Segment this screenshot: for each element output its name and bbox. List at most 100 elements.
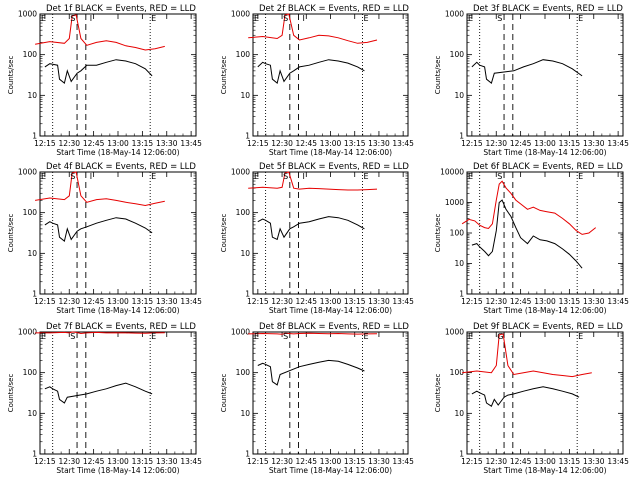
series-events-line (44, 59, 153, 84)
x-tick-label: 12:15 (34, 457, 56, 466)
y-tick-label: 10 (454, 409, 464, 418)
x-tick-label: 13:00 (107, 297, 129, 306)
y-tick-label: 10000 (440, 168, 464, 177)
x-tick-label: 12:30 (271, 139, 293, 148)
marker-label: I (90, 172, 92, 181)
x-tick-label: 13:30 (583, 139, 605, 148)
marker-label: S (283, 332, 288, 341)
x-tick-label: 12:45 (510, 457, 532, 466)
y-tick-label: 100 (23, 208, 38, 217)
series-lld-line (35, 331, 165, 335)
marker-label: E (151, 332, 156, 341)
x-tick-label: 13:45 (392, 297, 414, 306)
y-tick-label: 100 (23, 50, 38, 59)
y-tick-label: 1000 (445, 198, 464, 207)
series-events-line (257, 216, 365, 241)
x-tick-label: 12:15 (461, 139, 483, 148)
y-tick-label: 1000 (18, 10, 37, 19)
x-tick-label: 12:15 (247, 457, 269, 466)
x-axis-label: Start Time (18-May-14 12:06:00) (56, 466, 179, 475)
y-tick-label: 1 (459, 450, 464, 459)
y-tick-label: 10 (454, 259, 464, 268)
marker-label: E (363, 14, 368, 23)
panel-title: Det 4f BLACK = Events, RED = LLD (46, 162, 196, 172)
marker-label: E (578, 172, 583, 181)
marker-label: G (497, 332, 503, 341)
y-tick-label: 1 (32, 132, 37, 141)
detector-panel-5: Det 5f BLACK = Events, RED = LLD 1 10 100 10… (220, 162, 414, 315)
y-tick-label: 1000 (18, 168, 37, 177)
y-tick-label: 1000 (18, 328, 37, 337)
marker-label: E (151, 172, 156, 181)
x-tick-label: 13:15 (132, 457, 154, 466)
y-axis-label: Counts/sec (7, 56, 15, 95)
marker-label: E (254, 332, 259, 341)
x-tick-label: 13:45 (180, 457, 202, 466)
series-lld-line (35, 14, 165, 51)
y-axis-label: Counts/sec (7, 374, 15, 413)
y-tick-label: 1000 (445, 328, 464, 337)
y-tick-label: 10 (240, 91, 250, 100)
x-tick-label: 13:15 (344, 457, 366, 466)
marker-label: E (578, 332, 583, 341)
x-tick-label: 13:30 (583, 297, 605, 306)
series-events-line (471, 59, 583, 84)
x-tick-label: 12:45 (83, 297, 105, 306)
y-tick-label: 100 (236, 50, 251, 59)
x-tick-label: 12:45 (295, 457, 317, 466)
detector-panel-6: Det 6f BLACK = Events, RED = LLD 1 10 100 10… (434, 162, 629, 315)
marker-label: E (41, 14, 46, 23)
x-tick-label: 12:45 (510, 297, 532, 306)
marker-label: S (70, 14, 75, 23)
detector-panel-9: Det 9f BLACK = Events, RED = LLD 1 10 100 10… (434, 322, 629, 475)
y-axis-label: Counts/sec (220, 214, 228, 253)
marker-label: E (151, 14, 156, 23)
x-axis-label: Start Time (18-May-14 12:06:00) (56, 148, 179, 157)
series-lld-line (461, 180, 597, 235)
series-events-line (44, 382, 153, 404)
x-tick-label: 12:15 (34, 139, 56, 148)
x-tick-label: 13:30 (156, 139, 178, 148)
y-axis-label: Counts/sec (7, 214, 15, 253)
x-tick-label: 13:30 (156, 297, 178, 306)
marker-label: S (497, 14, 502, 23)
plot-frame (466, 13, 624, 137)
plot-frame (252, 331, 409, 455)
series-lld-line (248, 13, 378, 44)
panel-title: Det 5f BLACK = Events, RED = LLD (259, 162, 409, 172)
marker-label: E (254, 14, 259, 23)
marker-label: S (283, 172, 288, 181)
x-axis-label: Start Time (18-May-14 12:06:00) (269, 306, 392, 315)
x-tick-label: 13:00 (320, 297, 342, 306)
y-tick-label: 1 (32, 290, 37, 299)
series-events-line (257, 59, 365, 84)
detector-panel-8: Det 8f BLACK = Events, RED = LLD 1 10 100 10… (220, 322, 414, 475)
y-tick-label: 10 (27, 409, 37, 418)
y-tick-label: 1 (32, 450, 37, 459)
y-axis-label: Counts/sec (434, 374, 442, 413)
marker-label: I (90, 14, 92, 23)
x-tick-label: 13:15 (132, 139, 154, 148)
x-tick-label: 12:45 (83, 139, 105, 148)
x-tick-label: 12:45 (295, 139, 317, 148)
x-tick-label: 13:45 (607, 139, 629, 148)
y-tick-label: 100 (236, 368, 251, 377)
x-tick-label: 12:15 (461, 457, 483, 466)
y-tick-label: 1 (245, 450, 250, 459)
x-tick-label: 13:45 (180, 139, 202, 148)
series-lld-line (248, 332, 378, 335)
series-lld-line (462, 333, 592, 378)
x-axis-label: Start Time (18-May-14 12:06:00) (483, 466, 606, 475)
y-tick-label: 100 (23, 368, 38, 377)
y-axis-label: Counts/sec (220, 374, 228, 413)
marker-label: E (468, 172, 473, 181)
plot-frame (39, 13, 197, 137)
detector-panel-3: Det 3f BLACK = Events, RED = LLD 1 10 100 10… (434, 4, 629, 157)
plot-frame (466, 331, 624, 455)
x-tick-label: 13:45 (180, 297, 202, 306)
plot-frame (252, 13, 409, 137)
x-tick-label: 12:30 (485, 457, 507, 466)
panel-title: Det 7f BLACK = Events, RED = LLD (46, 322, 196, 332)
x-tick-label: 13:00 (107, 139, 129, 148)
x-tick-label: 13:00 (107, 457, 129, 466)
